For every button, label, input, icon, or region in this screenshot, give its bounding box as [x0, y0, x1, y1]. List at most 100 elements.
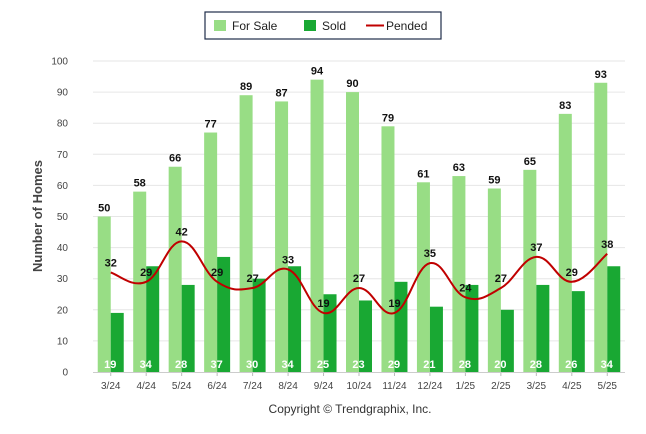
for-sale-bar [168, 166, 182, 372]
sold-bar [252, 278, 266, 372]
legend-swatch [304, 20, 316, 31]
sold-value-label: 28 [175, 359, 187, 371]
pended-line-layer [110, 240, 608, 315]
y-axis-ticks: 0 10 20 30 40 50 60 70 80 90 100 [51, 57, 68, 379]
for-sale-bar [310, 79, 324, 372]
for-sale-bar [558, 113, 572, 373]
sold-bar [146, 266, 160, 372]
sold-value-label: 20 [494, 359, 506, 371]
sold-value-label: 28 [530, 359, 542, 371]
for-sale-value-label: 65 [524, 156, 536, 168]
y-tick-label: 80 [57, 119, 69, 130]
pended-value-label: 29 [566, 267, 578, 279]
y-tick-label: 10 [57, 336, 69, 347]
y-tick-label: 30 [57, 274, 69, 285]
x-tick-label: 12/24 [417, 381, 442, 392]
sold-bar [288, 266, 302, 372]
pended-value-label: 35 [424, 248, 436, 260]
sold-value-label: 26 [565, 359, 577, 371]
sold-bar [500, 309, 514, 372]
x-tick-label: 3/25 [527, 381, 547, 392]
sold-bar [359, 300, 372, 372]
sold-value-label: 30 [246, 359, 258, 371]
y-tick-label: 50 [57, 212, 69, 223]
for-sale-value-label: 63 [453, 162, 465, 174]
y-tick-label: 0 [62, 368, 68, 379]
for-sale-value-label: 90 [346, 78, 358, 90]
sold-bar [217, 256, 231, 372]
pended-value-label: 42 [176, 226, 188, 238]
x-tick-label: 2/25 [491, 381, 511, 392]
sold-value-label: 37 [211, 359, 223, 371]
legend-item-label: Pended [386, 19, 427, 33]
legend-swatch [214, 20, 226, 31]
for-sale-value-label: 58 [134, 178, 146, 190]
pended-value-label: 27 [246, 273, 258, 285]
for-sale-bar [97, 216, 111, 372]
for-sale-value-label: 66 [169, 153, 181, 165]
for-sale-value-label: 59 [488, 175, 500, 187]
sold-bar [181, 284, 195, 372]
sold-bar [607, 266, 621, 372]
for-sale-bar [381, 126, 395, 372]
pended-value-label: 27 [495, 273, 507, 285]
x-tick-label: 4/24 [136, 381, 156, 392]
y-tick-label: 60 [57, 181, 69, 192]
y-tick-label: 100 [51, 57, 68, 68]
sold-value-label: 25 [317, 359, 329, 371]
for-sale-bar [594, 82, 608, 373]
legend-box [204, 11, 442, 40]
pended-value-label: 38 [601, 239, 613, 251]
sold-value-label: 23 [352, 359, 364, 371]
pended-value-label: 33 [282, 254, 294, 266]
for-sale-value-label: 87 [275, 87, 287, 99]
copyright-text: Copyright © Trendgraphix, Inc. [269, 402, 432, 416]
sold-value-label: 34 [601, 359, 614, 371]
pended-value-label: 19 [388, 298, 400, 310]
pended-value-label: 24 [459, 282, 472, 294]
sold-bar [536, 284, 550, 372]
pended-value-label: 29 [140, 267, 152, 279]
for-sale-bar [204, 132, 218, 372]
x-tick-label: 1/25 [456, 381, 476, 392]
x-tick-label: 7/24 [243, 381, 263, 392]
x-tick-label: 11/24 [382, 381, 407, 392]
sold-bar [110, 312, 124, 372]
for-sale-bar [452, 176, 466, 372]
pended-value-label: 27 [353, 273, 365, 285]
for-sale-value-label: 94 [311, 66, 324, 78]
for-sale-value-label: 83 [559, 100, 571, 112]
for-sale-value-label: 89 [240, 81, 252, 93]
for-sale-bar [346, 92, 359, 372]
sold-value-label: 34 [281, 359, 294, 371]
x-tick-label: 9/24 [314, 381, 334, 392]
legend-item-label: For Sale [232, 19, 278, 33]
legend[interactable]: For Sale Sold Pended [204, 11, 442, 40]
pended-line [110, 240, 608, 315]
pended-value-label: 37 [530, 242, 542, 254]
x-tick-label: 4/25 [562, 381, 582, 392]
for-sale-value-label: 61 [417, 168, 429, 180]
sold-bar [465, 284, 479, 372]
y-tick-label: 70 [57, 150, 69, 161]
for-sale-value-label: 79 [382, 112, 394, 124]
pended-value-label: 32 [105, 257, 117, 269]
pended-value-label: 29 [211, 267, 223, 279]
for-sale-bar [487, 188, 501, 372]
sold-bar [429, 306, 443, 372]
x-tick-label: 5/24 [172, 381, 192, 392]
sold-value-label: 28 [459, 359, 471, 371]
y-tick-label: 90 [57, 88, 69, 99]
x-tick-label: 3/24 [101, 381, 121, 392]
for-sale-bar [239, 95, 253, 373]
pended-value-label: 19 [317, 298, 329, 310]
sold-value-label: 34 [140, 359, 153, 371]
sold-value-label: 29 [388, 359, 400, 371]
data-labels: 50 19 58 34 66 28 77 37 89 30 87 34 94 25 90 23 79 29 61 21… [98, 66, 614, 371]
for-sale-bar [133, 191, 147, 372]
for-sale-bar [275, 101, 289, 373]
sold-value-label: 21 [423, 359, 435, 371]
x-tick-label: 5/25 [598, 381, 618, 392]
